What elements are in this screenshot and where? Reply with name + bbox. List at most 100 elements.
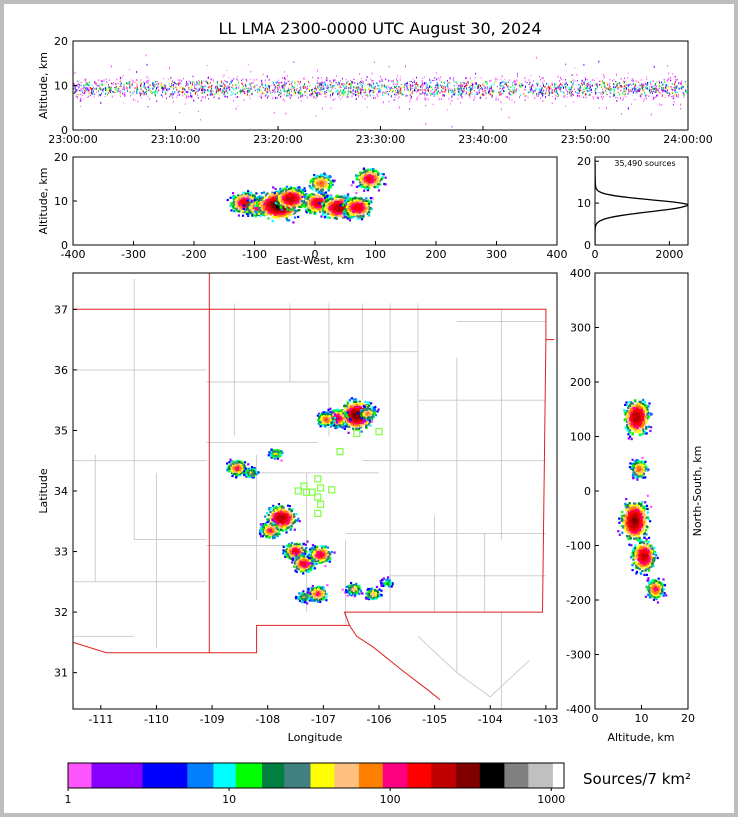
source-mark: [661, 84, 663, 86]
source-mark: [505, 82, 507, 84]
source-mark: [306, 89, 307, 91]
source-mark: [179, 111, 181, 113]
source-mark: [270, 194, 273, 197]
source-mark: [616, 84, 618, 87]
source-mark: [655, 90, 657, 92]
source-mark: [628, 90, 630, 93]
source-mark: [412, 84, 414, 87]
source-mark: [602, 98, 603, 100]
source-mark: [244, 82, 246, 84]
source-mark: [571, 90, 573, 92]
source-mark: [482, 91, 484, 93]
source-mark: [169, 86, 171, 88]
source-mark: [567, 90, 569, 93]
source-mark: [258, 208, 261, 211]
source-mark: [234, 207, 237, 210]
source-mark: [120, 76, 122, 80]
source-mark: [486, 82, 488, 85]
source-mark: [562, 85, 564, 88]
source-mark: [675, 84, 676, 86]
source-mark: [110, 91, 112, 94]
source-mark: [285, 193, 288, 196]
source-mark: [508, 81, 509, 83]
source-mark: [317, 94, 318, 97]
source-mark: [597, 87, 599, 89]
source-mark: [667, 89, 669, 92]
source-mark: [645, 96, 647, 99]
source-mark: [289, 209, 292, 212]
source-mark: [243, 99, 245, 101]
source-mark: [157, 86, 159, 89]
source-mark: [95, 82, 97, 85]
source-mark: [256, 84, 258, 86]
source-mark: [232, 91, 234, 93]
source-mark: [277, 190, 280, 193]
source-mark: [541, 77, 543, 80]
source-mark: [593, 84, 595, 87]
source-mark: [271, 208, 275, 211]
source-mark: [398, 98, 399, 99]
source-mark: [311, 198, 314, 201]
source-mark: [285, 90, 287, 93]
source-mark: [283, 94, 285, 96]
source-mark: [543, 92, 545, 95]
source-mark: [447, 80, 448, 82]
source-mark: [124, 92, 126, 94]
source-mark: [193, 99, 195, 102]
source-mark: [683, 94, 685, 97]
source-mark: [584, 76, 586, 79]
source-mark: [342, 89, 344, 91]
source-mark: [604, 84, 605, 86]
source-mark: [87, 90, 89, 92]
source-mark: [227, 88, 229, 90]
source-mark: [297, 215, 300, 218]
source-mark: [676, 85, 678, 88]
source-mark: [386, 91, 388, 92]
source-mark: [618, 86, 620, 89]
source-mark: [394, 87, 396, 89]
source-mark: [284, 77, 286, 80]
source-mark: [496, 78, 498, 81]
source-mark: [294, 190, 297, 193]
source-mark: [191, 81, 193, 84]
source-mark: [388, 66, 390, 68]
source-mark: [453, 93, 455, 95]
source-mark: [211, 90, 213, 92]
source-mark: [472, 83, 474, 86]
source-mark: [280, 212, 283, 215]
source-mark: [348, 83, 350, 86]
source-mark: [317, 91, 319, 94]
altitude-tick-label: 0: [61, 124, 68, 137]
source-mark: [499, 85, 501, 87]
source-mark: [228, 87, 230, 89]
source-mark: [366, 93, 368, 96]
source-mark: [501, 108, 502, 111]
source-mark: [339, 90, 341, 92]
source-mark: [644, 94, 646, 97]
source-mark: [448, 92, 450, 95]
source-mark: [510, 94, 512, 96]
source-mark: [509, 79, 511, 81]
source-mark: [303, 77, 305, 80]
source-mark: [179, 87, 181, 89]
source-mark: [311, 93, 312, 96]
source-mark: [474, 82, 476, 85]
source-mark: [246, 199, 249, 202]
source-mark: [149, 85, 151, 86]
source-mark: [360, 91, 362, 93]
source-mark: [79, 90, 81, 92]
source-mark: [444, 88, 446, 91]
source-mark: [171, 83, 173, 85]
source-mark: [629, 83, 631, 85]
source-mark: [291, 87, 293, 90]
source-mark: [143, 86, 145, 89]
source-mark: [237, 214, 240, 217]
source-mark: [333, 81, 335, 83]
source-mark: [460, 89, 462, 91]
source-mark: [685, 83, 687, 86]
source-mark: [358, 91, 360, 94]
source-mark: [409, 94, 411, 97]
source-mark: [484, 86, 486, 89]
source-mark: [500, 89, 502, 92]
source-mark: [121, 88, 123, 90]
